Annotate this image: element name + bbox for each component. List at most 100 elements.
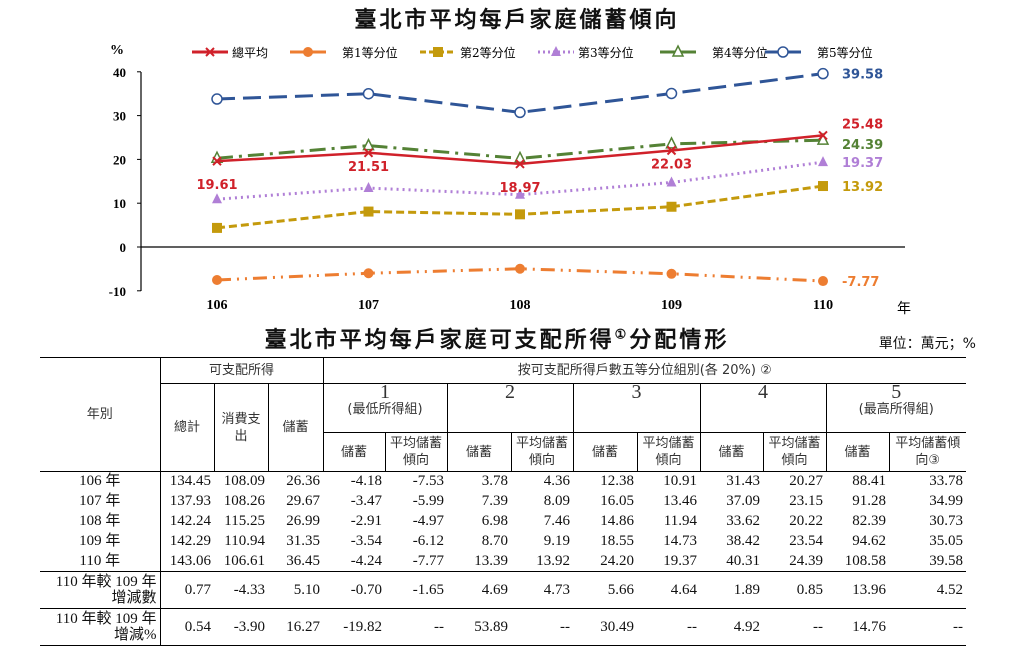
table-cell: 3.78: [481, 473, 508, 490]
row-change-label: 110 年較 109 年增減%: [40, 609, 160, 646]
table-cell: 31.43: [726, 473, 760, 490]
change-label-line2: 增減數: [111, 590, 157, 606]
y-tick-label: -10: [109, 284, 126, 299]
row-year: 109 年: [79, 533, 121, 549]
data-point: [666, 176, 677, 187]
table-cell: -0.70: [350, 581, 382, 598]
table-cell: 0.77: [159, 571, 214, 609]
table-cell: 7.39: [481, 493, 508, 509]
table-cell: -4.33: [233, 581, 265, 598]
table-cell: 10.91: [663, 473, 697, 490]
table-cell: 38.42: [726, 533, 760, 549]
data-point: [212, 156, 222, 166]
data-point: [515, 188, 525, 199]
data-point: [362, 87, 375, 100]
header-quintile-groups: 按可支配所得戶數五等分位組別(各 20%) ②: [322, 357, 966, 384]
data-point: [818, 130, 828, 141]
table-cell: -4.18: [350, 473, 382, 490]
table-cell: -19.82: [343, 618, 382, 635]
quintile-number: 1: [380, 381, 390, 403]
table-cell: --: [813, 618, 823, 635]
table-cell: 0.54: [159, 608, 214, 646]
header-quintile-5: 5 (最高所得組): [825, 381, 966, 433]
table-cell: 4.52: [936, 581, 963, 598]
row-year: 110 年: [79, 552, 121, 569]
table-cell: --: [434, 618, 444, 635]
table-cell: -4.97: [412, 513, 444, 529]
header-total: 總計: [159, 383, 214, 472]
data-point: [818, 276, 828, 287]
x-axis-label: 年: [897, 301, 911, 317]
table-cell: 26.36: [286, 473, 320, 490]
data-point: [665, 87, 678, 100]
table-cell: 24.20: [600, 552, 634, 569]
table-row-change: 110 年較 109 年增減數 0.77 -4.33 5.10 -0.70 -1.65 4.…: [40, 571, 966, 609]
table-cell: 16.05: [600, 493, 634, 509]
header-consumption: 消費支出: [213, 383, 268, 472]
table-cell: 0.85: [796, 581, 823, 598]
series-line-q1: [216, 267, 824, 283]
subheader-saving: 儲蓄: [825, 432, 889, 472]
table-cell: 8.09: [543, 493, 570, 509]
table-title-suffix: 分配情形: [629, 327, 730, 353]
data-label: 21.51: [348, 160, 389, 175]
table-cell: 13.96: [852, 581, 886, 598]
table-cell: 20.22: [789, 513, 823, 529]
subheader-saving: 儲蓄: [572, 432, 637, 472]
table-cell: 11.94: [663, 513, 697, 529]
subheader-saving: 儲蓄: [322, 432, 385, 472]
table-cell: 14.73: [663, 533, 697, 549]
legend-marker: [777, 46, 789, 58]
table-cell: 13.39: [474, 552, 508, 569]
x-tick-label: 107: [358, 298, 379, 313]
data-point: [818, 181, 828, 192]
table-cell: 39.58: [929, 552, 963, 569]
table-cell: 20.27: [789, 473, 823, 490]
table-cell: 36.45: [286, 552, 320, 569]
table-cell: 134.45: [159, 471, 214, 492]
data-label: 22.03: [651, 158, 692, 173]
header-quintile-3: 3: [572, 382, 700, 433]
data-point: [513, 150, 527, 164]
header-year: 年別: [40, 357, 160, 472]
data-label: -7.77: [842, 275, 879, 290]
table-cell: -3.54: [350, 533, 382, 549]
table-cell: 8.70: [481, 533, 508, 549]
table-cell: 94.62: [852, 533, 886, 549]
legend-label: 第3等分位: [578, 45, 634, 60]
subheader-propensity: 平均儲蓄傾向: [384, 432, 447, 472]
change-label-line1: 110 年較 109 年: [55, 611, 157, 627]
header-disposable-income: 可支配所得: [159, 357, 323, 384]
table-cell: --: [560, 618, 570, 635]
table-cell: 19.37: [663, 552, 697, 569]
table-cell: 88.41: [852, 473, 886, 490]
savings-propensity-chart: 40 30 20 10 0 -10% 106 107 108 109 110 年 39.58 24.39 1…: [109, 43, 911, 317]
table-row: 110 年 143.06 106.61 36.45 -4.24 -7.77 13.39 13.…: [40, 551, 966, 572]
table-cell: -3.47: [350, 493, 382, 509]
legend-label: 第1等分位: [342, 45, 398, 60]
table-cell: 33.78: [929, 473, 963, 490]
x-tick-label: 110: [813, 298, 833, 313]
table-cell: 24.39: [789, 552, 823, 569]
income-distribution-table: 年別 可支配所得 按可支配所得戶數五等分位組別(各 20%) ② 總計 消費支出 儲蓄 1(…: [40, 357, 966, 646]
quintile-sublabel: [451, 401, 570, 418]
table-cell: 91.28: [852, 493, 886, 509]
quintile-number: 5: [891, 381, 902, 403]
x-tick-label: 106: [207, 298, 228, 313]
row-year: 108 年: [79, 513, 121, 529]
table-cell: -5.99: [412, 493, 444, 509]
subheader-saving: 儲蓄: [446, 432, 511, 472]
subheader-propensity: 平均儲蓄傾向: [636, 432, 700, 472]
data-point: [515, 263, 525, 274]
table-cell: --: [687, 618, 697, 635]
table-cell: 1.89: [733, 581, 760, 598]
table-cell: 14.86: [600, 513, 634, 529]
table-cell: 4.69: [481, 581, 508, 598]
data-point: [666, 145, 677, 156]
series-line-q5: [216, 72, 824, 114]
table-cell: 26.99: [286, 513, 320, 529]
data-point: [212, 193, 222, 204]
x-tick-label: 109: [661, 298, 682, 313]
quintile-number: 4: [758, 381, 768, 403]
table-cell: 13.92: [536, 552, 570, 569]
